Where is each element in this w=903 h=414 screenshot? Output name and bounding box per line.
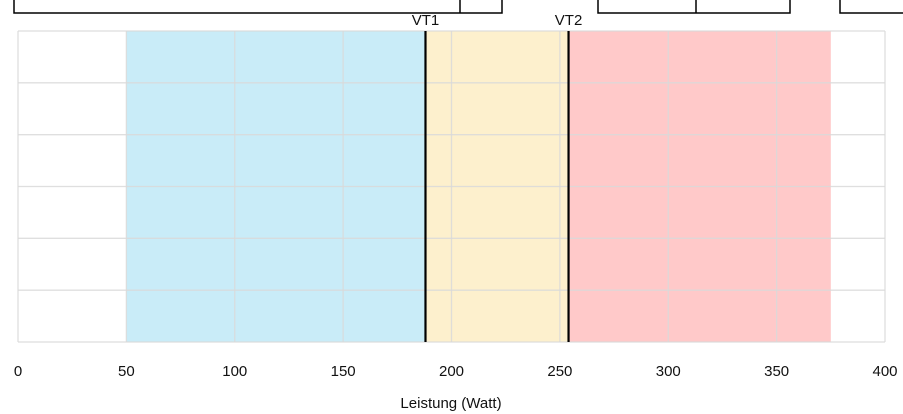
top-frame-fragment-right: [839, 0, 903, 14]
threshold-label-vt1: VT1: [412, 12, 440, 29]
x-tick-label: 350: [764, 363, 789, 380]
x-tick-label: 400: [872, 363, 897, 380]
x-tick-label: 50: [118, 363, 135, 380]
x-tick-label: 250: [547, 363, 572, 380]
x-tick-label: 300: [656, 363, 681, 380]
top-frame-fragments: [13, 0, 903, 14]
x-axis-label: Leistung (Watt): [400, 395, 501, 412]
grid-lines: [17, 30, 886, 343]
top-frame-fragment-left: [13, 0, 503, 14]
x-tick-label: 0: [14, 363, 22, 380]
x-tick-label: 150: [331, 363, 356, 380]
threshold-lines: VT1 VT2: [412, 12, 583, 342]
x-tick-labels: 0 50 100 150 200 250 300 350 400: [14, 363, 898, 380]
x-tick-label: 100: [222, 363, 247, 380]
threshold-label-vt2: VT2: [555, 12, 583, 29]
x-tick-label: 200: [439, 363, 464, 380]
top-frame-fragment-middle: [597, 0, 791, 14]
